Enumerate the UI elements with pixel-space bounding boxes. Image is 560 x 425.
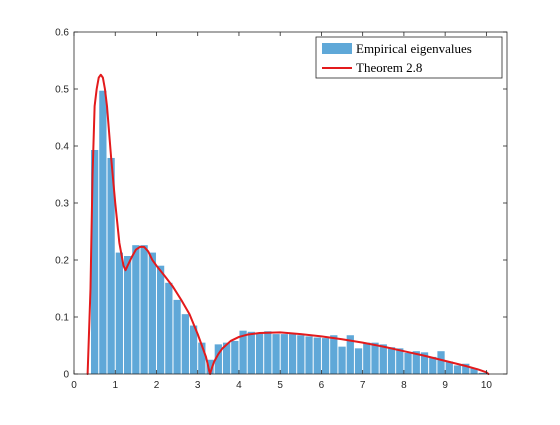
- bar: [478, 372, 486, 374]
- x-tick-label: 5: [277, 380, 283, 391]
- x-tick-label: 0: [71, 380, 77, 391]
- bar: [132, 245, 140, 374]
- bar: [214, 344, 222, 374]
- x-tick-label: 6: [319, 380, 325, 391]
- bar: [272, 334, 280, 374]
- x-tick-label: 2: [154, 380, 160, 391]
- y-tick-label: 0.3: [55, 199, 69, 210]
- bar: [420, 352, 429, 374]
- x-tick-label: 1: [112, 380, 118, 391]
- bar: [379, 344, 387, 374]
- y-tick-label: 0.4: [55, 142, 69, 153]
- bar: [239, 330, 247, 374]
- bar: [354, 348, 363, 374]
- bar: [247, 331, 255, 374]
- legend-label-bars: Empirical eigenvalues: [356, 41, 472, 56]
- bar: [156, 265, 165, 374]
- bar: [404, 352, 412, 374]
- x-tick-label: 7: [360, 380, 366, 391]
- y-tick-label: 0.2: [55, 256, 69, 267]
- bar: [371, 342, 379, 374]
- bar: [445, 361, 453, 374]
- bar: [437, 351, 445, 374]
- legend: Empirical eigenvalues Theorem 2.8: [315, 36, 503, 79]
- bar: [99, 90, 107, 375]
- bars-group: [90, 90, 486, 375]
- bar: [165, 282, 173, 374]
- bar: [470, 368, 478, 374]
- bar: [462, 363, 470, 374]
- x-tick-label: 10: [481, 380, 493, 391]
- x-tick-label: 3: [195, 380, 201, 391]
- y-tick-label: 0.1: [55, 313, 69, 324]
- bar: [321, 338, 330, 374]
- bar: [412, 351, 420, 374]
- bar: [148, 252, 156, 374]
- bar: [123, 256, 132, 374]
- legend-swatch-bars: [322, 43, 352, 54]
- bar: [90, 149, 99, 374]
- bar: [222, 342, 231, 374]
- bar: [429, 356, 437, 374]
- bar: [387, 347, 396, 374]
- bar: [115, 252, 123, 374]
- y-tick-label: 0: [63, 370, 69, 381]
- axes-group: 0 1 2 3 4 5 6 7 8 9 10 0 0.1 0.2 0.3 0.4 0.5 0.6: [55, 28, 508, 391]
- bar: [206, 359, 214, 374]
- bar: [313, 337, 321, 374]
- x-tick-label: 4: [236, 380, 242, 391]
- bar: [396, 348, 404, 374]
- bar: [107, 157, 115, 374]
- bar: [330, 335, 338, 374]
- theory-line-group: [86, 73, 490, 375]
- bar: [297, 335, 305, 374]
- legend-label-line: Theorem 2.8: [356, 60, 422, 75]
- bar: [346, 335, 354, 374]
- bar: [173, 299, 181, 374]
- bar: [264, 331, 272, 374]
- bar: [280, 334, 288, 374]
- y-tick-label: 0.6: [55, 28, 69, 39]
- bar: [255, 333, 264, 374]
- theory-line: [86, 73, 490, 375]
- bar: [288, 334, 297, 374]
- bar: [338, 346, 346, 374]
- bar: [198, 342, 206, 374]
- bar: [363, 342, 371, 374]
- bar: [231, 340, 239, 374]
- x-tick-label: 9: [442, 380, 448, 391]
- y-tick-label: 0.5: [55, 85, 69, 96]
- bar: [140, 245, 148, 374]
- bar: [305, 336, 313, 374]
- bar: [189, 325, 198, 374]
- bar: [453, 365, 462, 374]
- bar: [181, 314, 189, 374]
- x-tick-label: 8: [401, 380, 407, 391]
